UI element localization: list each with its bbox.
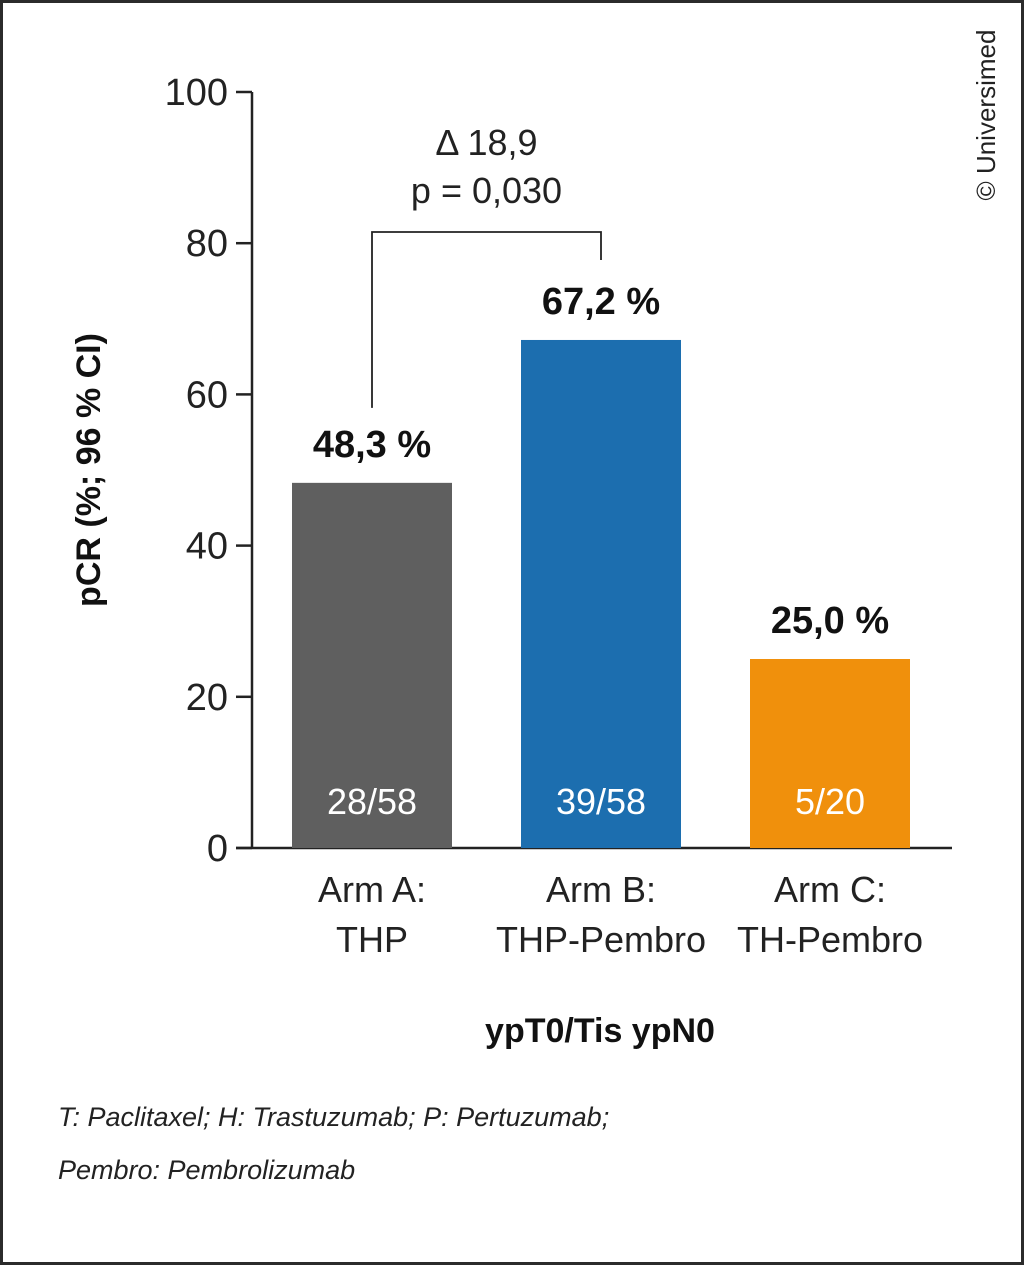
category-label-line2: THP <box>336 919 408 960</box>
category-label-line1: Arm B: <box>546 869 656 910</box>
comparison-p-value: p = 0,030 <box>411 170 562 211</box>
bar-value-label: 48,3 % <box>313 424 431 466</box>
comparison-bracket <box>371 231 602 408</box>
x-axis-label: ypT0/Tis ypN0 <box>485 1012 715 1050</box>
y-tick-label: 20 <box>186 677 228 719</box>
footnote-line-2: Pembro: Pembrolizumab <box>58 1155 356 1185</box>
copyright-notice: © Universimed <box>971 30 1001 201</box>
bars <box>292 339 910 848</box>
bar <box>292 482 452 848</box>
y-axis-label: pCR (%; 96 % CI) <box>70 333 108 607</box>
bar-count-label: 28/58 <box>327 781 417 822</box>
comparison-delta: Δ 18,9 <box>435 122 537 163</box>
bar <box>750 659 910 848</box>
category-label-line2: TH-Pembro <box>737 919 923 960</box>
bar <box>521 339 681 848</box>
y-tick-label: 60 <box>186 374 228 416</box>
category-label-line2: THP-Pembro <box>496 919 706 960</box>
category-label-line1: Arm C: <box>774 869 886 910</box>
footnote-line-1: T: Paclitaxel; H: Trastuzumab; P: Pertuz… <box>58 1102 610 1132</box>
labels: 48,3 % 28/58 Arm A: THP 67,2 % 39/58 Arm B: THP… <box>313 122 923 960</box>
bar-count-label: 39/58 <box>556 781 646 822</box>
bar-count-label: 5/20 <box>795 781 865 822</box>
bar-value-label: 25,0 % <box>771 600 889 642</box>
y-tick-label: 40 <box>186 526 228 568</box>
y-tick-label: 80 <box>186 223 228 265</box>
bar-value-label: 67,2 % <box>542 281 660 323</box>
y-tick-label: 100 <box>165 72 228 114</box>
category-label-line1: Arm A: <box>318 869 426 910</box>
y-tick-label: 0 <box>207 828 228 870</box>
